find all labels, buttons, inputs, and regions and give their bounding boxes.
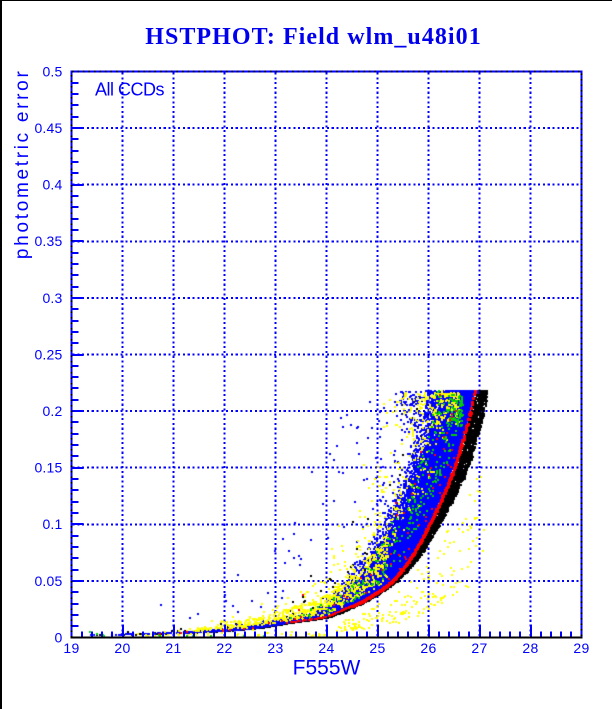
svg-text:photometric error: photometric error (12, 69, 33, 260)
svg-text:0.3: 0.3 (42, 290, 62, 306)
svg-text:0.5: 0.5 (42, 63, 62, 79)
svg-text:0: 0 (55, 629, 63, 645)
svg-text:19: 19 (63, 640, 79, 656)
svg-text:20: 20 (114, 640, 130, 656)
svg-text:26: 26 (420, 640, 436, 656)
svg-text:21: 21 (165, 640, 181, 656)
svg-text:25: 25 (369, 640, 385, 656)
svg-text:F555W: F555W (293, 657, 361, 680)
svg-text:0.45: 0.45 (34, 120, 62, 136)
svg-text:22: 22 (216, 640, 232, 656)
svg-text:0.05: 0.05 (34, 573, 62, 589)
svg-text:0.1: 0.1 (42, 516, 62, 532)
svg-text:All CCDs: All CCDs (95, 80, 165, 100)
svg-text:27: 27 (471, 640, 487, 656)
svg-text:HSTPHOT: Field wlm_u48i01: HSTPHOT: Field wlm_u48i01 (145, 24, 482, 50)
svg-text:23: 23 (267, 640, 283, 656)
svg-text:0.35: 0.35 (34, 233, 62, 249)
svg-text:28: 28 (522, 640, 538, 656)
svg-text:24: 24 (318, 640, 334, 656)
svg-text:0.2: 0.2 (42, 403, 62, 419)
svg-text:0.4: 0.4 (42, 177, 62, 193)
svg-text:29: 29 (573, 640, 589, 656)
svg-text:0.25: 0.25 (34, 346, 62, 362)
svg-text:0.15: 0.15 (34, 460, 62, 476)
